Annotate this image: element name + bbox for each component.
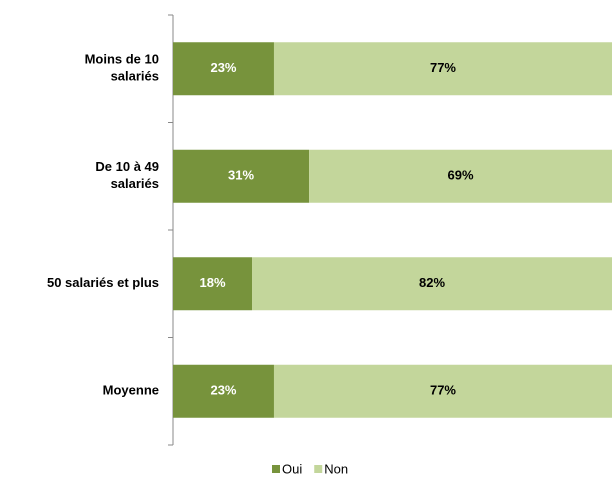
category-label: Moyenne (103, 383, 159, 398)
category-label: Moins de 10 salariés (85, 52, 159, 84)
value-label: 31% (228, 168, 254, 183)
category-line: 50 salariés et plus (47, 275, 159, 290)
category-line: salariés (111, 69, 159, 84)
value-label: 77% (430, 60, 456, 75)
bar-segment (273, 364, 612, 418)
legend: Oui Non (272, 461, 348, 476)
legend-label: Non (324, 461, 348, 476)
category-line: Moins de 10 (85, 52, 159, 67)
legend-label: Oui (282, 461, 302, 476)
bar-segment (173, 149, 310, 203)
category-line: salariés (111, 176, 159, 191)
bar-segment (173, 364, 274, 418)
bar-segment (273, 42, 612, 96)
bar-segment (252, 257, 612, 311)
value-label: 23% (210, 383, 236, 398)
value-label: 82% (419, 275, 445, 290)
value-label: 18% (199, 275, 225, 290)
legend-swatch (272, 465, 280, 473)
category-line: De 10 à 49 (95, 159, 159, 174)
value-label: 69% (448, 168, 474, 183)
bar-segment (173, 257, 253, 311)
bar-segment (173, 42, 274, 96)
bar-segment (309, 149, 612, 203)
category-label: 50 salariés et plus (47, 275, 159, 290)
category-label: De 10 à 49 salariés (95, 159, 159, 191)
category-line: Moyenne (103, 383, 159, 398)
legend-swatch (314, 465, 323, 473)
value-label: 23% (210, 60, 236, 75)
value-label: 77% (430, 383, 456, 398)
